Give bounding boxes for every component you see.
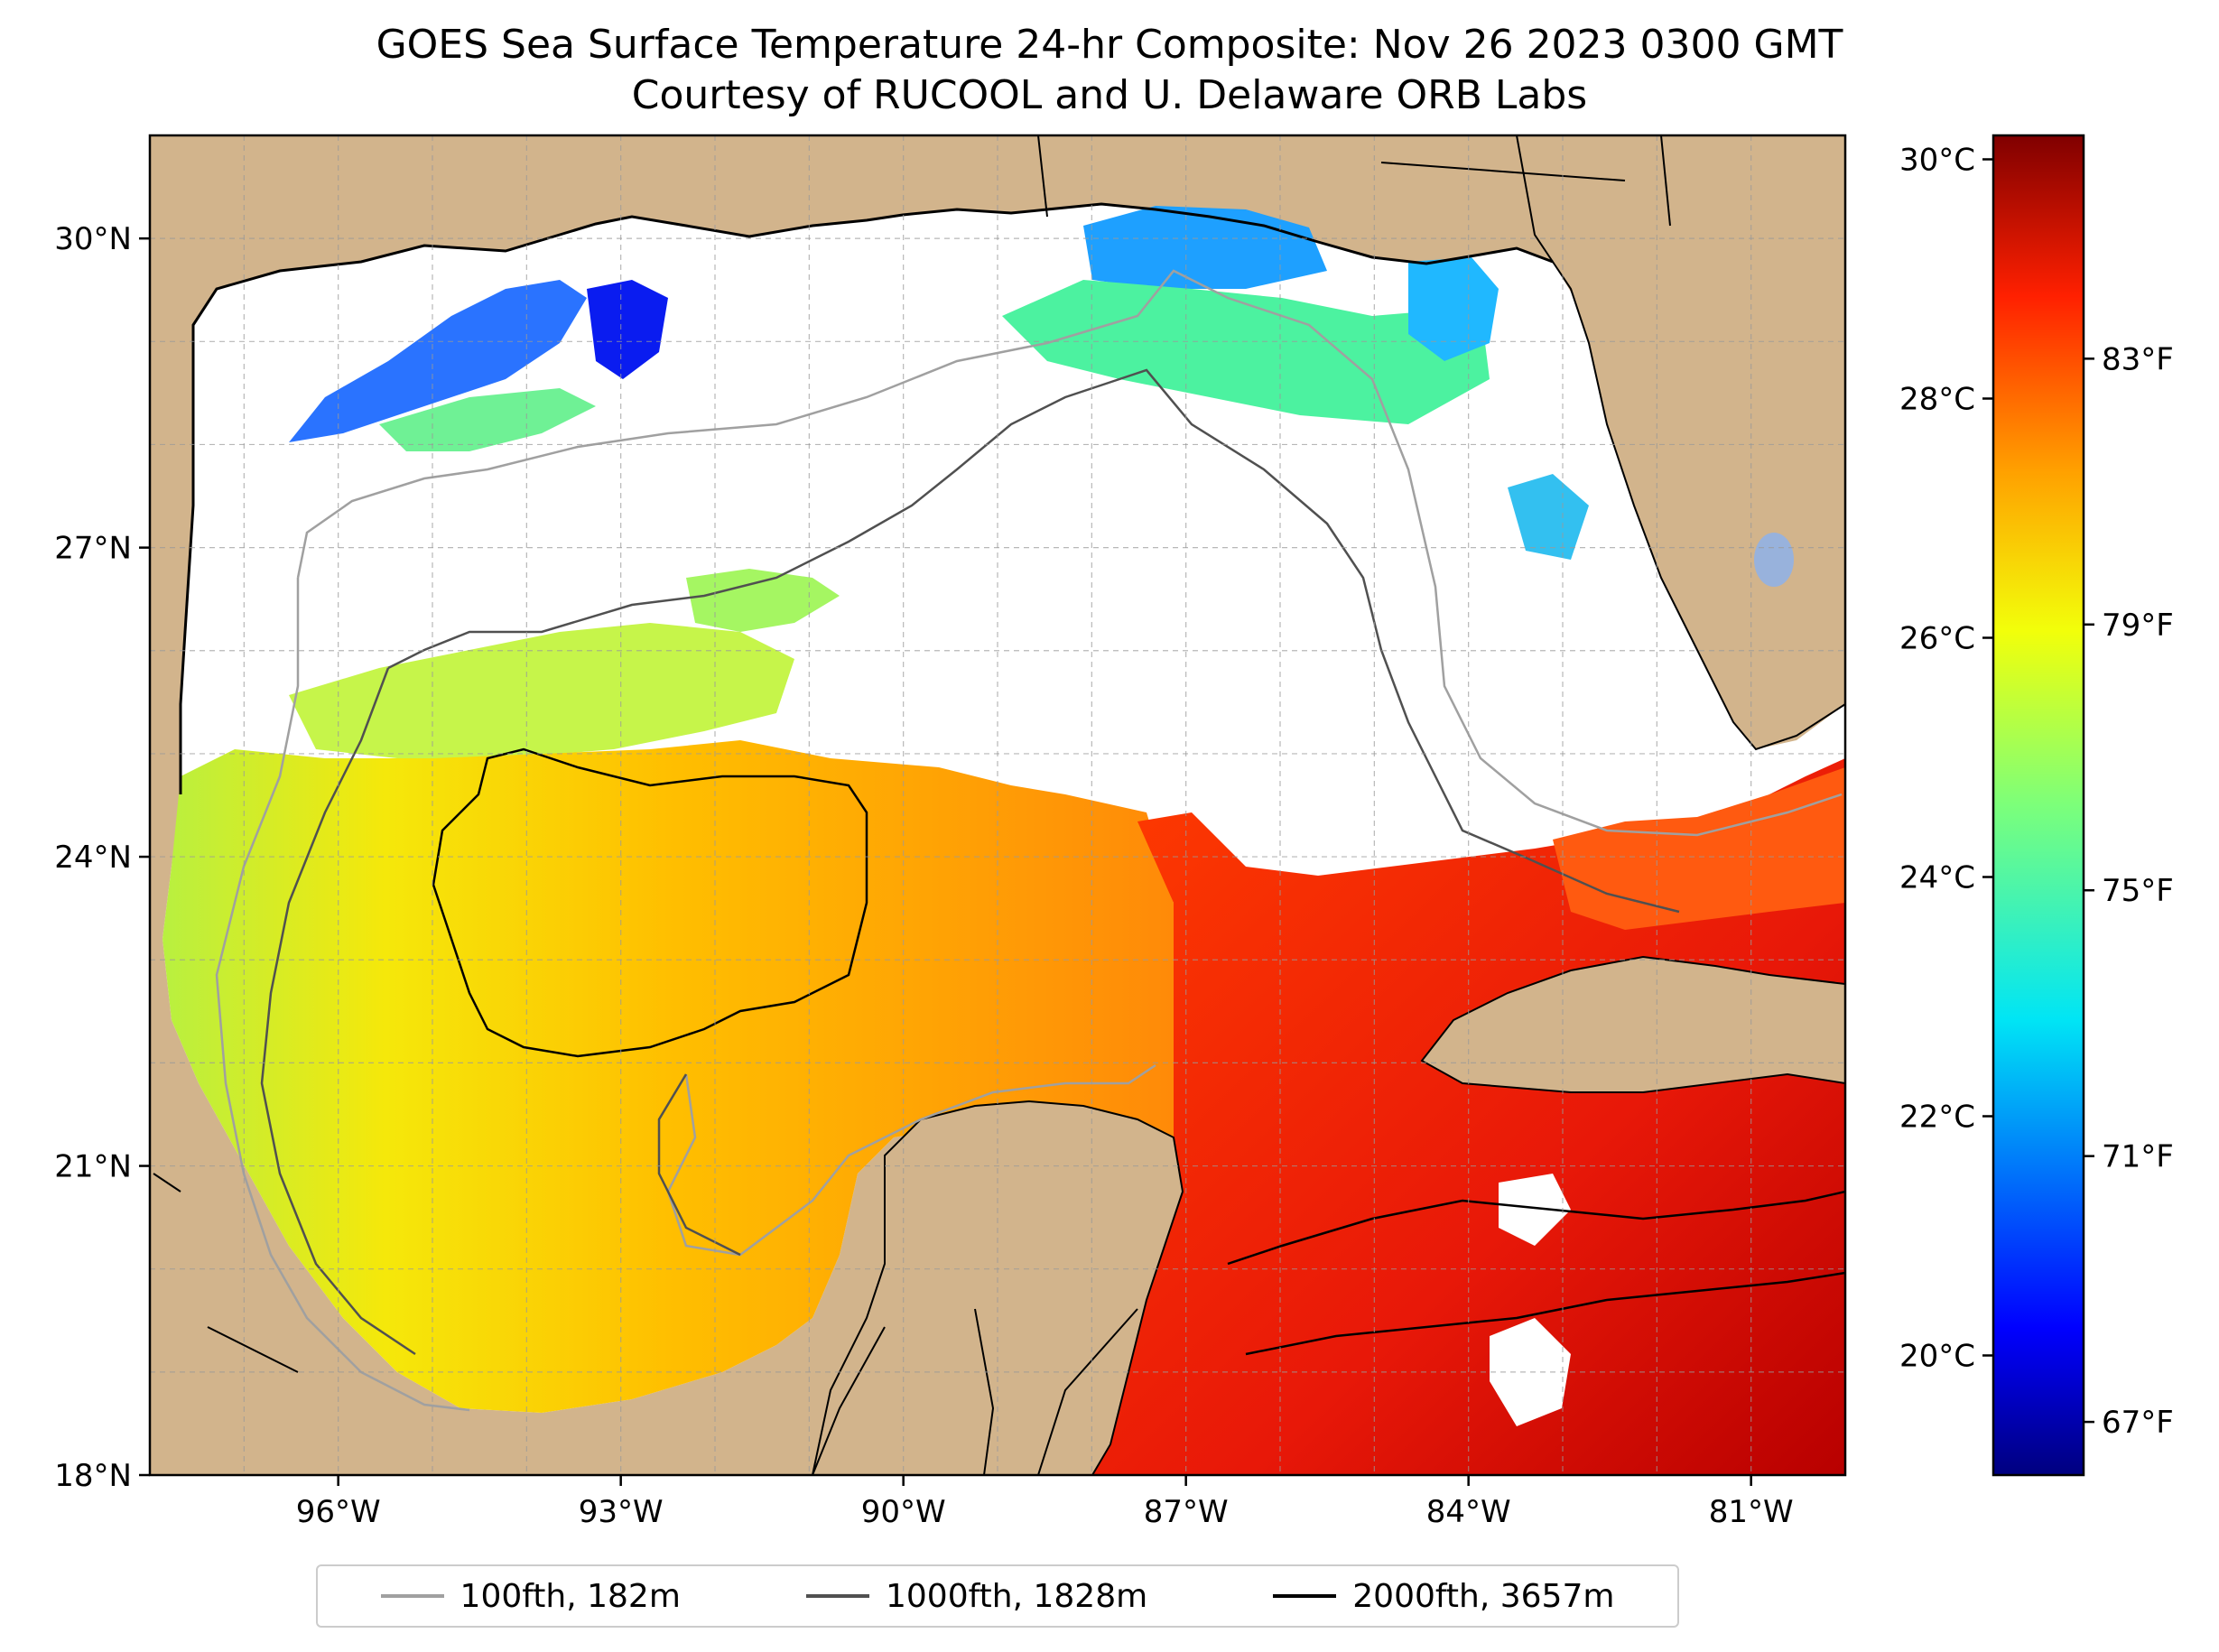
legend-item: 100fth, 182m: [380, 1577, 681, 1615]
sst-western-gulf: [162, 740, 1174, 1413]
colorbar-ticks: 30°C 28°C 26°C 24°C 22°C 20°C 83°F 79°F 75°F 71°F…: [1899, 143, 2174, 1442]
lake-okeechobee: [1754, 533, 1794, 587]
land-cuba: [1420, 955, 1845, 1093]
celsius-tick-label: 24°C: [1899, 860, 1975, 896]
sst-patch-texas-shelf: [289, 280, 587, 442]
lon-tick-label: 87°W: [1144, 1494, 1229, 1530]
celsius-tick-label: 26°C: [1899, 621, 1975, 657]
legend-line-swatch: [1273, 1594, 1337, 1598]
axis-ticks: 30°N 27°N 24°N 21°N 18°N 96°W 93°W 90°W 87°W 84°W…: [54, 221, 1793, 1530]
legend-item: 2000fth, 3657m: [1273, 1578, 1614, 1615]
chart-title: GOES Sea Surface Temperature 24-hr Compo…: [0, 20, 2219, 121]
gridlines: [150, 135, 1845, 1475]
sst-patch-central-green: [289, 623, 794, 758]
lat-tick-label: 30°N: [54, 221, 132, 257]
fahrenheit-tick-label: 75°F: [2102, 873, 2174, 909]
no-data-east-clouds: [1490, 1174, 1571, 1426]
political-borders: [153, 135, 1671, 1475]
lat-tick-label: 18°N: [54, 1458, 132, 1494]
fahrenheit-tick-label: 79°F: [2102, 608, 2174, 644]
isobath-legend: 100fth, 182m 1000fth, 1828m 2000fth, 3657m: [316, 1564, 1679, 1628]
fahrenheit-tick-label: 71°F: [2102, 1139, 2174, 1175]
land-florida: [1515, 135, 1845, 751]
legend-line-swatch: [380, 1594, 444, 1598]
sst-patch-tampa: [1508, 474, 1589, 560]
fahrenheit-tick-label: 83°F: [2102, 341, 2174, 377]
sst-patch-mississippi-green: [1002, 280, 1490, 424]
sst-patch-mid-green: [686, 569, 840, 632]
lat-tick-label: 21°N: [54, 1149, 132, 1185]
plot-frame: [148, 134, 1847, 1477]
lon-tick-label: 90°W: [861, 1494, 946, 1530]
lon-tick-label: 96°W: [296, 1494, 381, 1530]
legend-line-swatch: [806, 1594, 869, 1598]
isobath-100fth: [215, 269, 1843, 1412]
isobath-2000fth: [432, 747, 1845, 1356]
lat-tick-label: 27°N: [54, 531, 132, 567]
coastline: [179, 202, 1554, 794]
legend-label: 1000fth, 1828m: [886, 1577, 1148, 1615]
sst-patch-louisiana: [587, 280, 668, 379]
sst-patch-texas-green: [379, 388, 596, 451]
title-line-2: Courtesy of RUCOOL and U. Delaware ORB L…: [631, 72, 1588, 118]
lon-tick-label: 93°W: [579, 1494, 664, 1530]
legend-label: 100fth, 182m: [460, 1577, 681, 1615]
lon-tick-label: 81°W: [1709, 1494, 1794, 1530]
celsius-tick-label: 28°C: [1899, 382, 1975, 418]
title-line-1: GOES Sea Surface Temperature 24-hr Compo…: [376, 22, 1843, 68]
celsius-tick-label: 22°C: [1899, 1100, 1975, 1136]
lat-tick-label: 24°N: [54, 840, 132, 876]
lon-tick-label: 84°W: [1426, 1494, 1511, 1530]
map-plot-area: [150, 135, 1845, 1475]
fahrenheit-tick-label: 67°F: [2102, 1405, 2174, 1441]
sst-patch-florida-panhandle: [1408, 257, 1499, 361]
celsius-tick-label: 20°C: [1899, 1339, 1975, 1375]
colorbar: [1992, 134, 2085, 1477]
legend-label: 2000fth, 3657m: [1352, 1577, 1615, 1615]
legend-item: 1000fth, 1828m: [806, 1578, 1147, 1615]
celsius-tick-label: 30°C: [1899, 143, 1975, 179]
sst-florida-straits: [1553, 767, 1845, 930]
